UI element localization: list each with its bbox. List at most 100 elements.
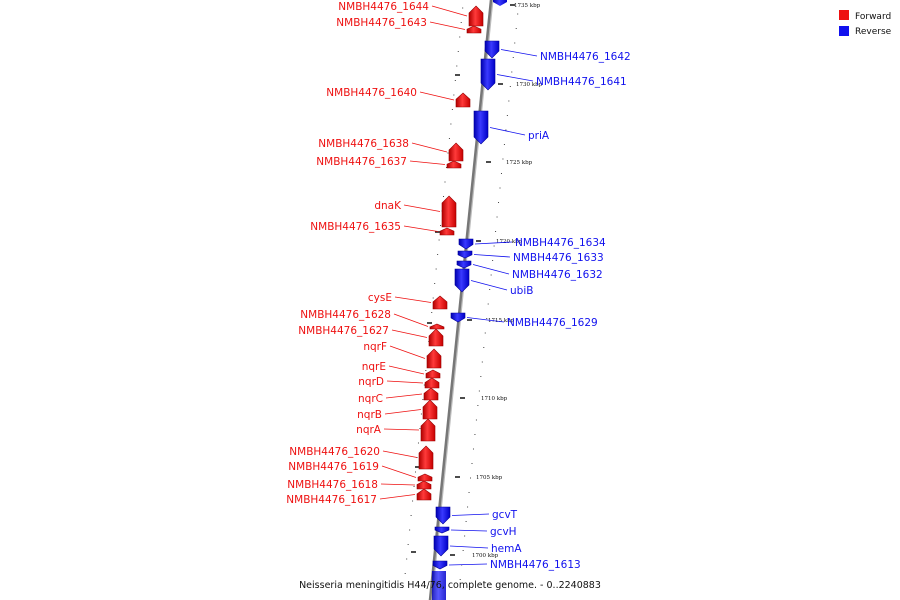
gene-arrow-nqrA[interactable] <box>420 418 436 442</box>
legend-forward-swatch <box>839 10 849 20</box>
gene-arrow-NMBH4476_1644[interactable] <box>468 5 484 27</box>
gene-arrow-NMBH4476_1637[interactable] <box>446 160 462 169</box>
gene-label-NMBH4476_1613[interactable]: NMBH4476_1613 <box>490 559 581 571</box>
gene-arrow-NMBH4476_1641[interactable] <box>480 58 496 91</box>
gene-label-nqrF[interactable]: nqrF <box>363 341 387 353</box>
gene-arrow-NMBH4476_1617[interactable] <box>416 488 432 501</box>
gene-label-gcvT[interactable]: gcvT <box>492 509 518 521</box>
gene-leader-nqrE <box>388 365 425 375</box>
gene-leader-NMBH4476_1640 <box>419 91 455 101</box>
gene-label-nqrE[interactable]: nqrE <box>362 361 386 373</box>
gene-label-NMBH4476_1633[interactable]: NMBH4476_1633 <box>513 252 604 264</box>
legend: Forward Reverse <box>839 10 892 37</box>
gene-arrow-ubiB[interactable] <box>454 268 470 293</box>
gene-label-NMBH4476_1643[interactable]: NMBH4476_1643 <box>336 17 427 29</box>
gene-label-NMBH4476_1618[interactable]: NMBH4476_1618 <box>287 479 378 491</box>
gene-label-hemA[interactable]: hemA <box>491 543 522 555</box>
gene-label-NMBH4476_1619[interactable]: NMBH4476_1619 <box>288 461 379 473</box>
gene-arrow-cysE[interactable] <box>432 295 448 310</box>
gene-leader-NMBH4476_1613 <box>448 563 488 566</box>
gene-label-NMBH4476_1641[interactable]: NMBH4476_1641 <box>536 76 627 88</box>
gene-label-dnaK[interactable]: dnaK <box>374 200 402 212</box>
gene-label-NMBH4476_1638[interactable]: NMBH4476_1638 <box>318 138 409 150</box>
gene-label-NMBH4476_1617[interactable]: NMBH4476_1617 <box>286 494 377 506</box>
gene-leader-gcvH <box>450 529 488 532</box>
gene-label-NMBH4476_1632[interactable]: NMBH4476_1632 <box>512 269 603 281</box>
gene-leader-NMBH4476_1634 <box>474 241 513 245</box>
gene-arrow-priA[interactable] <box>473 110 489 145</box>
gene-leader-gcvT <box>451 513 490 516</box>
gene-label-NMBH4476_1640[interactable]: NMBH4476_1640 <box>326 87 417 99</box>
gene-label-NMBH4476_1637[interactable]: NMBH4476_1637 <box>316 156 407 168</box>
gene-label-gcvH[interactable]: gcvH <box>490 526 517 538</box>
gene-arrow-NMBH4476_1628[interactable] <box>429 323 445 330</box>
gene-arrow-NMBH4476_1632[interactable] <box>456 260 472 269</box>
gene-leader-nqrD <box>386 380 424 384</box>
gene-leader-NMBH4476_1629 <box>466 317 505 323</box>
gene-label-nqrD[interactable]: nqrD <box>358 376 384 388</box>
gene-arrow-NMBH4476_1620[interactable] <box>418 445 434 470</box>
gene-label-cysE[interactable]: cysE <box>368 292 392 304</box>
gene-label-ubiB[interactable]: ubiB <box>510 285 533 297</box>
gene-leader-NMBH4476_1638 <box>411 142 448 153</box>
genome-caption: Neisseria meningitidis H44/76, complete … <box>299 580 601 591</box>
gene-leader-hemA <box>449 545 489 549</box>
gene-arrow-NMBH4476_1643[interactable] <box>466 25 482 34</box>
gene-arrow-NMBH4476_1634[interactable] <box>458 238 474 250</box>
gene-leader-NMBH4476_1644 <box>431 5 468 17</box>
gene-leader-nqrF <box>389 345 426 359</box>
gene-leader-NMBH4476_1628 <box>393 313 429 327</box>
tick-label: 1725 kbp <box>506 160 533 166</box>
gene-leader-NMBH4476_1619 <box>381 465 417 478</box>
gene-arrow-NMBH4476_1618[interactable] <box>416 480 432 490</box>
gene-label-NMBH4476_1644[interactable]: NMBH4476_1644 <box>338 1 429 13</box>
gene-arrow-NMBH4476_1642[interactable] <box>484 40 500 59</box>
legend-forward-label: Forward <box>855 12 891 22</box>
gene-arrow-NMBH4476_1635[interactable] <box>439 227 455 236</box>
backbone-shadow <box>430 0 494 600</box>
gene-arrow-NMBH4476_1629[interactable] <box>450 312 466 323</box>
gene-leader-NMBH4476_1642 <box>500 49 538 57</box>
gene-label-priA[interactable]: priA <box>528 130 550 142</box>
gene-arrow-gcvT[interactable] <box>435 506 451 525</box>
gene-arrow-nqrF[interactable] <box>426 348 442 369</box>
gene-label-nqrA[interactable]: nqrA <box>356 424 382 436</box>
gene-leader-NMBH4476_1637 <box>409 160 446 165</box>
gene-leader-cysE <box>394 296 432 303</box>
gene-arrow-dnaK[interactable] <box>441 195 457 228</box>
legend-reverse-swatch <box>839 26 849 36</box>
gene-arrow-NMBH4476_1619[interactable] <box>417 473 433 482</box>
legend-reverse-label: Reverse <box>855 27 892 37</box>
gene-label-NMBH4476_1642[interactable]: NMBH4476_1642 <box>540 51 631 63</box>
gene-label-NMBH4476_1629[interactable]: NMBH4476_1629 <box>507 317 598 329</box>
gene-label-nqrB[interactable]: nqrB <box>357 409 382 421</box>
gene-leader-dnaK <box>403 204 441 212</box>
gene-arrow-nqrC[interactable] <box>423 387 439 401</box>
gene-leader-NMBH4476_1618 <box>380 483 416 486</box>
gene-leader-NMBH4476_1641 <box>496 74 534 82</box>
gene-leader-NMBH4476_1633 <box>473 254 511 258</box>
gene-label-nqrC[interactable]: nqrC <box>358 393 383 405</box>
gene-label-NMBH4476_1627[interactable]: NMBH4476_1627 <box>298 325 389 337</box>
gene-label-NMBH4476_1634[interactable]: NMBH4476_1634 <box>515 237 606 249</box>
gene-leader-nqrA <box>383 428 420 431</box>
gene-arrow-nqrD[interactable] <box>424 377 440 389</box>
tick-label: 1735 kbp <box>514 3 541 9</box>
gene-arrow-NMBH4476_1633[interactable] <box>457 250 473 259</box>
gene-arrow-nqrB[interactable] <box>422 399 438 420</box>
gene-arrow-NMBH4476_1640[interactable] <box>455 92 471 108</box>
gene-arrow-NMBH4476_1627[interactable] <box>428 328 444 347</box>
gene-arrow-NMBH4476_1613[interactable] <box>432 560 448 570</box>
tick-label: 1715 kbp <box>488 318 515 324</box>
gene-arrow-gcvH[interactable] <box>434 526 450 534</box>
gene-label-NMBH4476_1635[interactable]: NMBH4476_1635 <box>310 221 401 233</box>
gene-arrow-partial-bottom <box>432 571 446 600</box>
gene-arrow-nqrE[interactable] <box>425 369 441 379</box>
tick-label: 1710 kbp <box>481 396 508 402</box>
gene-leader-NMBH4476_1643 <box>429 21 466 30</box>
gene-arrow-hemA[interactable] <box>433 535 449 557</box>
gene-arrow-NMBH4476_1638[interactable] <box>448 142 464 162</box>
gene-label-NMBH4476_1620[interactable]: NMBH4476_1620 <box>289 446 380 458</box>
gene-label-NMBH4476_1628[interactable]: NMBH4476_1628 <box>300 309 391 321</box>
